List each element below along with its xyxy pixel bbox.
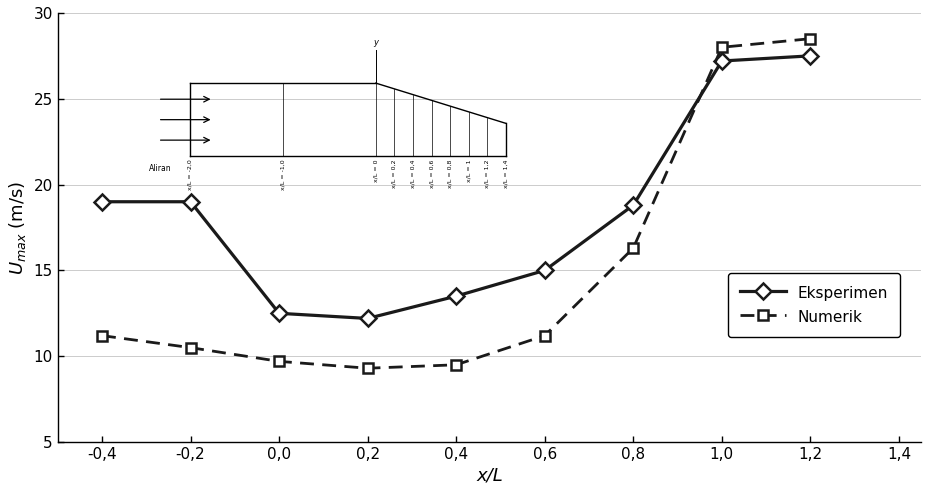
Text: x/L = 0,8: x/L = 0,8: [447, 159, 452, 188]
Numerik: [804, 36, 815, 42]
Text: x/L = 0,4: x/L = 0,4: [410, 159, 415, 188]
Eksperimen: [96, 199, 108, 205]
Numerik: [627, 245, 638, 251]
Eksperimen: [804, 53, 815, 59]
Text: x/L = 0,2: x/L = 0,2: [391, 159, 397, 188]
Text: x/L = 1: x/L = 1: [465, 159, 471, 182]
Y-axis label: $U_{max}$ (m/s): $U_{max}$ (m/s): [6, 180, 28, 274]
Eksperimen: [184, 199, 196, 205]
Text: x/L = -1,0: x/L = -1,0: [280, 159, 286, 190]
Numerik: [273, 358, 285, 364]
Line: Eksperimen: Eksperimen: [96, 50, 815, 324]
Eksperimen: [716, 58, 727, 64]
Legend: Eksperimen, Numerik: Eksperimen, Numerik: [727, 273, 899, 337]
Text: x/L = -2,0: x/L = -2,0: [187, 159, 193, 190]
Text: y: y: [373, 38, 378, 47]
Text: x/L = 0,6: x/L = 0,6: [428, 159, 434, 188]
Text: x/L = 1,2: x/L = 1,2: [484, 159, 489, 188]
Text: Aliran: Aliran: [148, 164, 171, 172]
Numerik: [96, 333, 108, 339]
Eksperimen: [273, 310, 285, 316]
Eksperimen: [627, 202, 638, 208]
Numerik: [184, 345, 196, 351]
Numerik: [451, 362, 462, 368]
X-axis label: x/L: x/L: [476, 466, 502, 484]
Numerik: [716, 44, 727, 50]
Numerik: [539, 333, 550, 339]
Numerik: [362, 365, 373, 371]
Eksperimen: [362, 316, 373, 322]
Text: x/L = 1,4: x/L = 1,4: [502, 159, 508, 188]
Eksperimen: [451, 293, 462, 299]
Text: x/L = 0: x/L = 0: [373, 159, 378, 182]
Eksperimen: [539, 268, 550, 273]
Line: Numerik: Numerik: [97, 34, 814, 373]
